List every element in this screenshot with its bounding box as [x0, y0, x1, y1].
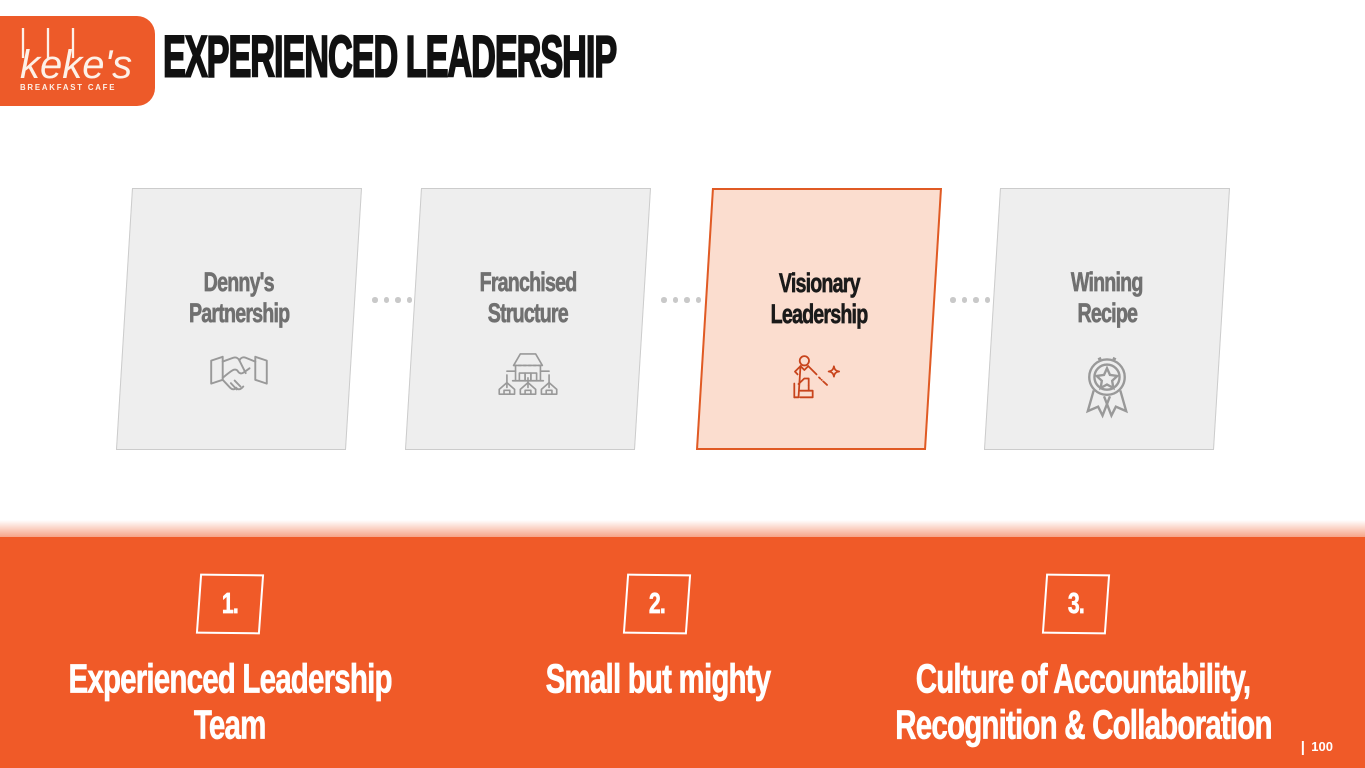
svg-text:BREAKFAST CAFE: BREAKFAST CAFE — [20, 83, 116, 92]
svg-text:keke's: keke's — [20, 43, 132, 87]
